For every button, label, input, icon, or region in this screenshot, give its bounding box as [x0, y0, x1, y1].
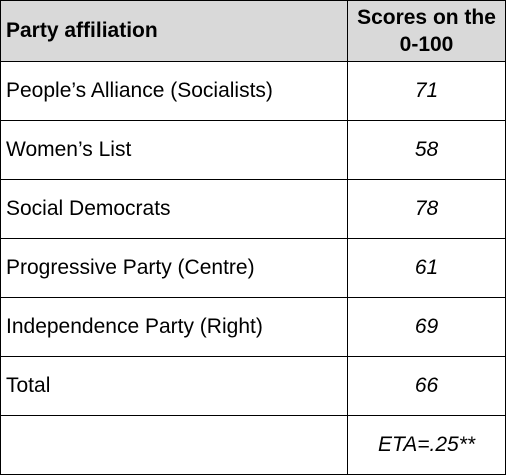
score-cell: 69 [347, 297, 506, 357]
table-row: Women’s List 58 [0, 120, 506, 180]
party-cell: Social Democrats [0, 179, 348, 239]
party-cell: Women’s List [0, 120, 348, 180]
party-cell: Progressive Party (Centre) [0, 238, 348, 298]
total-row: Total 66 [0, 356, 506, 416]
score-cell: 58 [347, 120, 506, 180]
table-row: People’s Alliance (Socialists) 71 [0, 61, 506, 121]
score-cell: 61 [347, 238, 506, 298]
score-cell: 78 [347, 179, 506, 239]
eta-statistic-cell: ETA=.25** [347, 415, 506, 475]
party-cell: Independence Party (Right) [0, 297, 348, 357]
header-party-affiliation: Party affiliation [0, 0, 348, 62]
party-cell: People’s Alliance (Socialists) [0, 61, 348, 121]
table-row: Social Democrats 78 [0, 179, 506, 239]
header-scores: Scores on the 0-100 [347, 0, 506, 62]
table-header-row: Party affiliation Scores on the 0-100 [0, 0, 506, 62]
score-cell: 71 [347, 61, 506, 121]
table-row: Independence Party (Right) 69 [0, 297, 506, 357]
total-label-cell: Total [0, 356, 348, 416]
eta-row: ETA=.25** [0, 415, 506, 475]
empty-cell [0, 415, 348, 475]
table-row: Progressive Party (Centre) 61 [0, 238, 506, 298]
total-score-cell: 66 [347, 356, 506, 416]
